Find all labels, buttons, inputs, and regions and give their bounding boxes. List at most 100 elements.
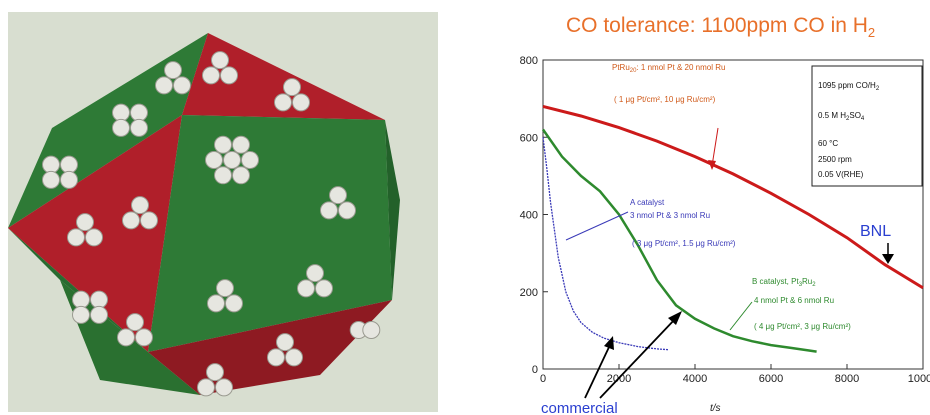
atom [274,93,292,112]
atom [60,170,78,189]
conditions-line4: 2500 rpm [818,155,852,164]
atom [173,76,191,95]
atom [140,211,158,230]
atom [285,348,303,367]
atom [112,118,130,137]
atom [42,155,60,174]
y-tick-label: 600 [520,132,538,144]
x-tick-label: 0 [540,373,546,385]
atom [164,61,182,80]
ico-face-edge-right [385,120,400,300]
x-tick-label: 6000 [759,373,783,385]
bnl-arrowhead [882,254,894,264]
atom [155,76,173,95]
a-label-line3: ( 3 μg Pt/cm², 1.5 μg Ru/cm²) [632,239,736,248]
chart-title: CO tolerance: 1100ppm CO in H2 [566,14,876,41]
b-label-line1: B catalyst, Pt3Ru2 [752,277,816,288]
atom [241,151,259,169]
x-ticks: 0200040006000800010000 [540,364,930,385]
atom [42,170,60,189]
conditions-line2: 0.5 M H2SO4 [818,111,865,122]
atom [214,135,232,154]
atom [130,118,148,137]
atom [202,66,220,85]
atom [85,228,103,247]
atom [220,66,238,85]
commercial-arrowhead-1 [604,336,614,350]
x-tick-label: 8000 [835,373,859,385]
atom [122,211,140,230]
atom-clusters [42,51,381,397]
atom [232,166,250,185]
commercial-arrow-1 [584,344,611,399]
atom [76,213,94,232]
atom [214,166,232,185]
atom [320,201,338,220]
series-lines [541,104,924,353]
x-tick-label: 4000 [683,373,707,385]
b-label-line2: 4 nmol Pt & 6 nmol Ru [754,296,834,305]
atom [306,264,324,283]
b-pointer [729,301,753,331]
atom [131,196,149,215]
series-line-ptru20 [542,104,924,290]
atom [338,201,356,220]
ico-face-green-bottom-left [8,228,148,352]
atom [130,103,148,122]
atom [232,135,250,154]
atom [315,279,333,298]
commercial-label: commercial [541,400,618,415]
atom [135,328,153,347]
a-pointer [565,211,629,241]
series-line-a_catalyst [542,137,669,351]
atom [283,78,301,97]
atom [362,321,381,339]
ptru20-arrow [711,127,719,167]
a-label-line2: 3 nmol Pt & 3 nmol Ru [630,211,710,220]
atom [90,290,108,309]
atom [207,294,225,313]
y-ticks: 0 200 400 600 800 [520,55,548,376]
y-tick-label: 200 [520,287,538,299]
conditions-line1: 1095 ppm CO/H2 [818,81,880,92]
atom [215,378,233,397]
a-label-line1: A catalyst [630,198,665,207]
atom [205,151,223,169]
ptru20-arrowhead [708,160,716,170]
conditions-box [811,65,923,187]
atom [126,313,144,332]
atom [225,294,243,313]
atom [267,348,285,367]
atom [216,279,234,298]
atom [292,93,310,112]
atom [211,51,229,70]
conditions-line3: 60 °C [818,139,838,148]
atom [276,333,294,352]
atom [297,279,315,298]
b-label-line3: ( 4 μg Pt/cm², 3 μg Ru/cm²) [754,322,851,331]
atom [60,155,78,174]
atom [206,363,224,382]
commercial-arrow-2 [599,317,677,399]
y-tick-label: 0 [532,364,538,376]
y-tick-label: 800 [520,55,538,67]
atom [72,305,90,324]
icosahedron-illustration [8,33,400,397]
atom [67,228,85,247]
atom [112,103,130,122]
commercial-arrowhead-2 [668,311,682,325]
atom [117,328,135,347]
ptru20-label-line2: ( 1 μg Pt/cm², 10 μg Ru/cm²) [614,95,716,104]
conditions-line5: 0.05 V(RHE) [818,170,864,179]
atom [197,378,215,397]
ptru20-label-line1: PtRu20: 1 nmol Pt & 20 nmol Ru [612,63,725,74]
x-axis-label: t/s [710,403,721,414]
atom [329,186,347,205]
ico-face-red-top [182,33,385,120]
bnl-label: BNL [860,223,891,240]
atom [90,305,108,324]
y-tick-label: 400 [520,210,538,222]
